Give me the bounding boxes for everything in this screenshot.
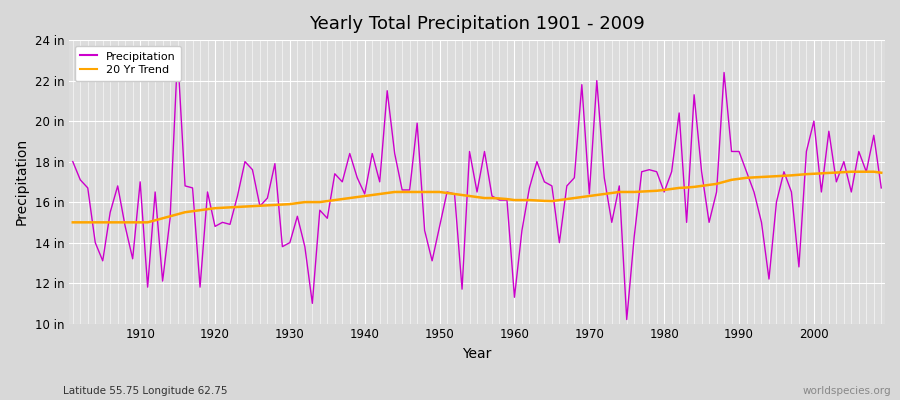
Text: Latitude 55.75 Longitude 62.75: Latitude 55.75 Longitude 62.75 — [63, 386, 228, 396]
X-axis label: Year: Year — [463, 347, 491, 361]
Legend: Precipitation, 20 Yr Trend: Precipitation, 20 Yr Trend — [75, 46, 181, 81]
Y-axis label: Precipitation: Precipitation — [15, 138, 29, 226]
Title: Yearly Total Precipitation 1901 - 2009: Yearly Total Precipitation 1901 - 2009 — [309, 15, 645, 33]
Text: worldspecies.org: worldspecies.org — [803, 386, 891, 396]
